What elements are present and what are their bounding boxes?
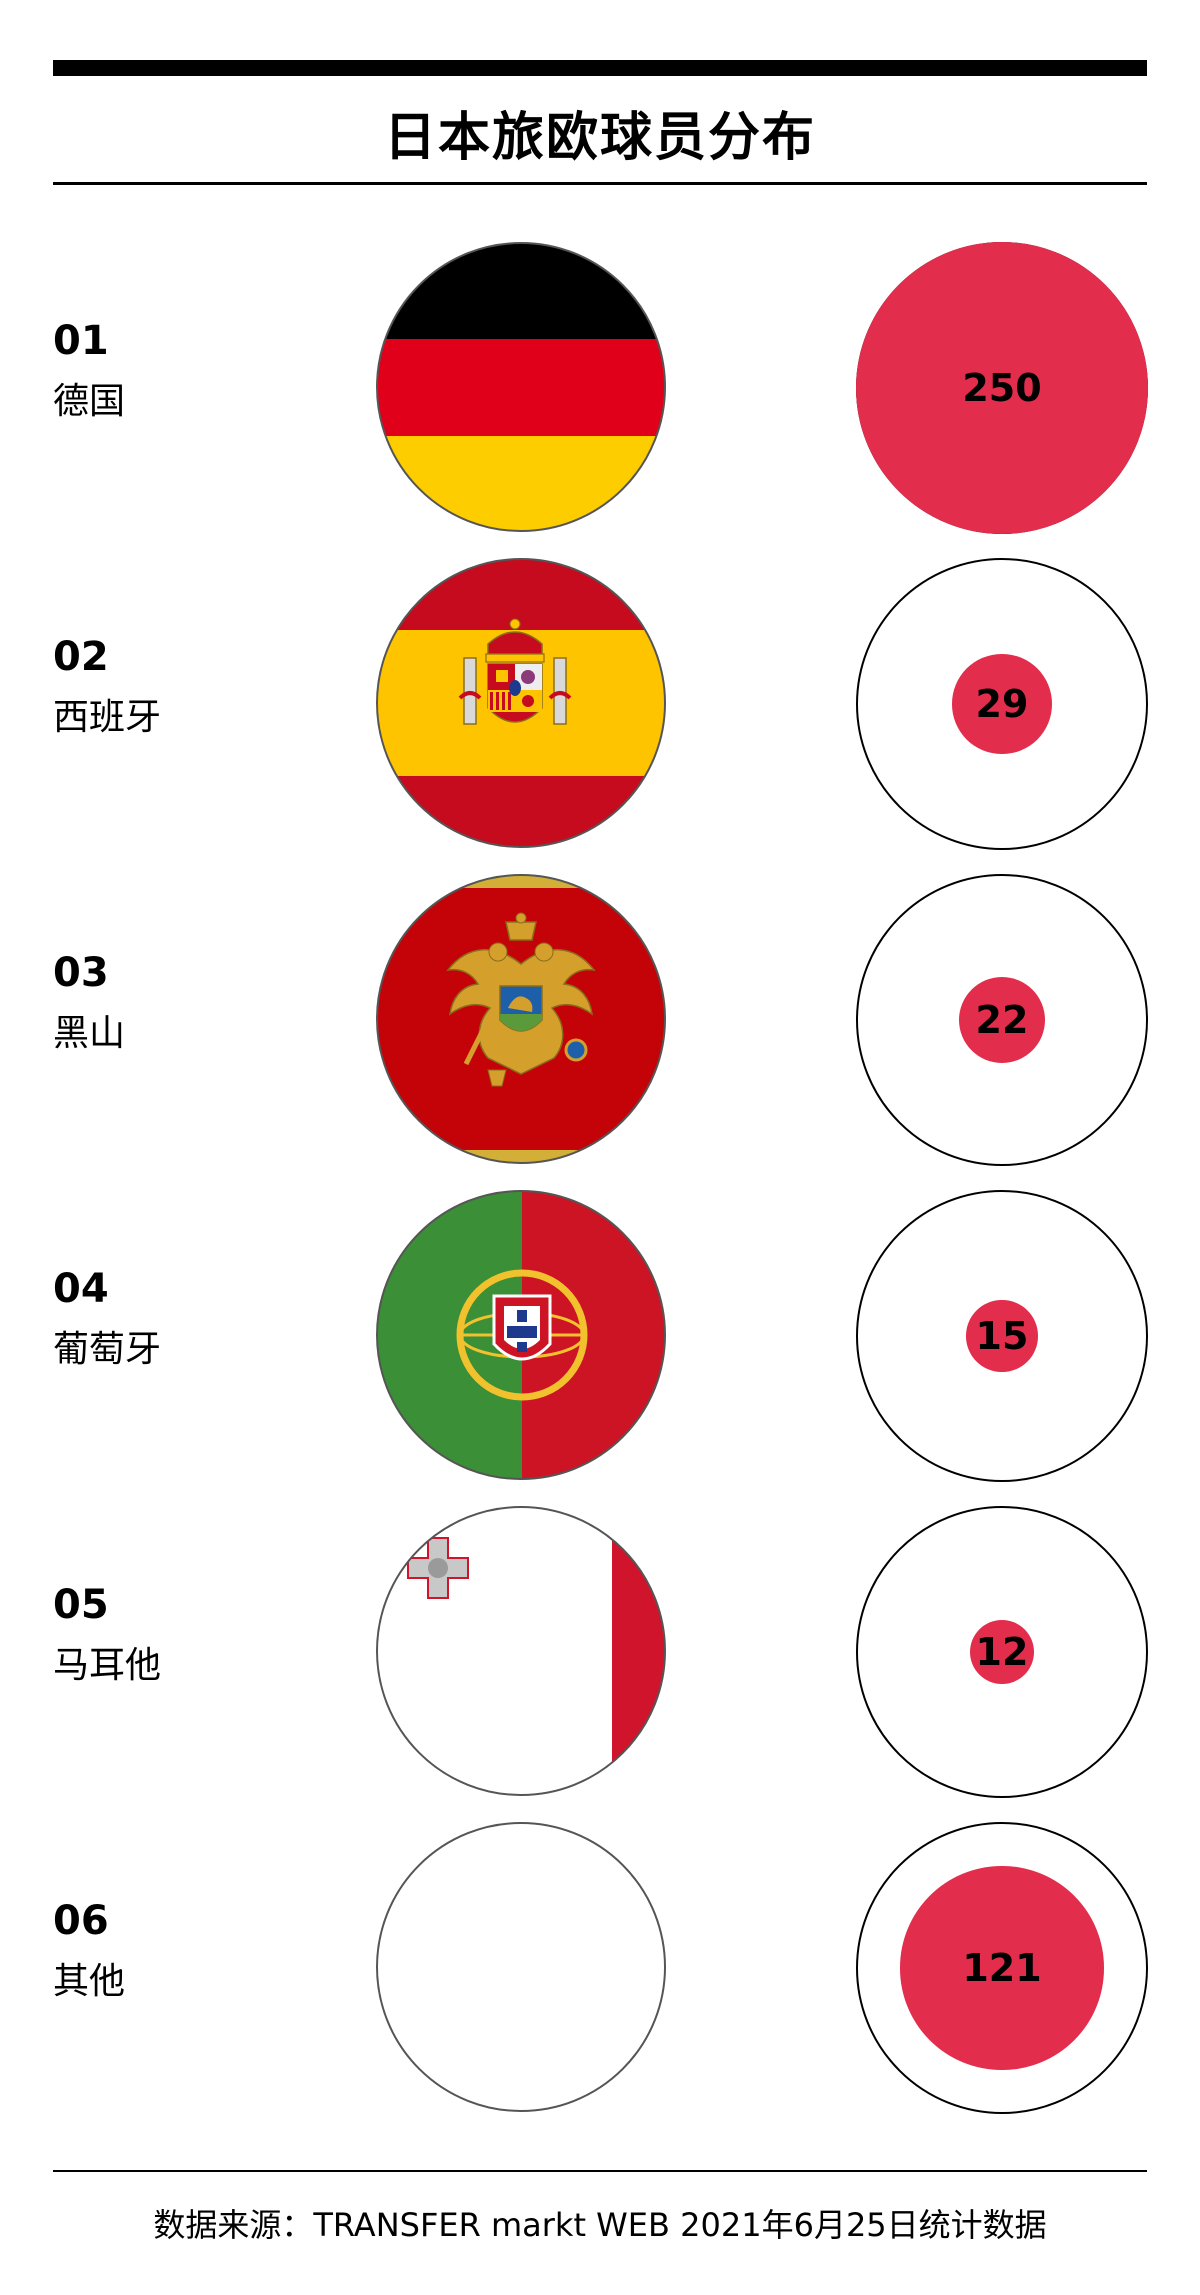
row-montenegro: 03 黑山 22 [0, 862, 1200, 1178]
slash-divider [742, 1290, 750, 1298]
value-bubble [952, 654, 1052, 754]
slash-divider [742, 974, 750, 982]
spain-flag-icon [376, 558, 666, 848]
slash-divider [240, 1290, 248, 1298]
value-bubble [900, 1866, 1104, 2070]
value-label: 12 [975, 1630, 1029, 1674]
rank-label: 04 [53, 1266, 109, 1312]
rank-label: 06 [53, 1898, 109, 1944]
country-label: 马耳他 [53, 1645, 162, 1686]
slash-divider [240, 342, 248, 350]
footer-divider [53, 2170, 1147, 2172]
malta-flag-icon [376, 1506, 666, 1796]
row-spain: 02 西班牙 29 [0, 546, 1200, 862]
row-others: 06 其他 121 [0, 1810, 1200, 2126]
slash-divider [742, 658, 750, 666]
germany-flag-icon [376, 242, 666, 532]
row-malta: 05 马耳他 12 [0, 1494, 1200, 1810]
value-label: 22 [975, 998, 1029, 1042]
blank-flag-icon [376, 1822, 666, 2112]
country-label: 黑山 [53, 1013, 126, 1054]
rank-label: 01 [53, 318, 109, 364]
country-label: 德国 [53, 381, 126, 422]
country-label: 其他 [53, 1961, 126, 2002]
portugal-flag-icon [376, 1190, 666, 1480]
value-label: 15 [975, 1314, 1029, 1358]
row-portugal: 04 葡萄牙 15 [0, 1178, 1200, 1494]
source-note: 数据来源：TRANSFER markt WEB 2021年6月25日统计数据 [153, 2206, 1047, 2244]
country-label: 西班牙 [53, 697, 162, 738]
title-divider [53, 182, 1147, 185]
rank-label: 05 [53, 1582, 109, 1628]
rank-label: 02 [53, 634, 109, 680]
value-bubble [966, 1300, 1038, 1372]
slash-divider [742, 342, 750, 350]
montenegro-flag-icon [376, 874, 666, 1164]
chart-title: 日本旅欧球员分布 [383, 108, 816, 168]
slash-divider [240, 1606, 248, 1614]
slash-divider [240, 658, 248, 666]
value-bubble [958, 976, 1046, 1064]
value-label: 121 [962, 1946, 1042, 1990]
value-bubble [970, 1620, 1034, 1684]
slash-divider [240, 1922, 248, 1930]
value-label: 29 [975, 682, 1029, 726]
slash-divider [742, 1922, 750, 1930]
rank-label: 03 [53, 950, 109, 996]
top-bar [53, 60, 1147, 76]
slash-divider [240, 974, 248, 982]
country-label: 葡萄牙 [53, 1329, 162, 1370]
value-bubble [856, 242, 1148, 534]
slash-divider [742, 1606, 750, 1614]
value-label: 250 [962, 366, 1042, 410]
row-germany: 01 德国 250 [0, 230, 1200, 546]
